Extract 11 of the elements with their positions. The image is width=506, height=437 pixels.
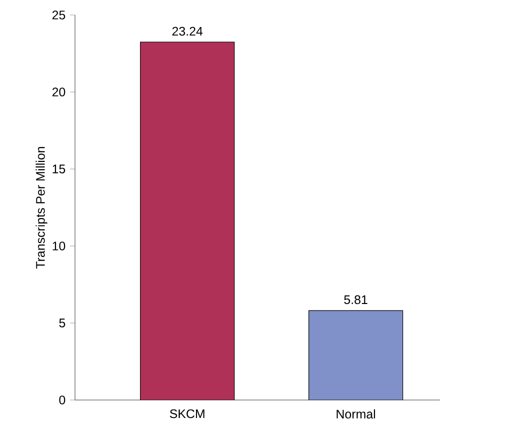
- x-tick-label: SKCM: [170, 409, 204, 418]
- data-label: 23.24: [172, 26, 203, 36]
- y-tick-label: 15: [52, 164, 66, 174]
- y-tick-label: 10: [52, 242, 66, 250]
- y-tick-label: 20: [52, 88, 66, 96]
- y-tick-label: 0: [59, 396, 66, 404]
- y-axis-title: Transcripts Per Million: [36, 146, 48, 269]
- x-tick-label: Normal: [336, 409, 376, 418]
- y-tick-label: 5: [59, 318, 66, 328]
- y-tick-label: 25: [52, 10, 66, 20]
- data-label: 5.81: [344, 295, 368, 304]
